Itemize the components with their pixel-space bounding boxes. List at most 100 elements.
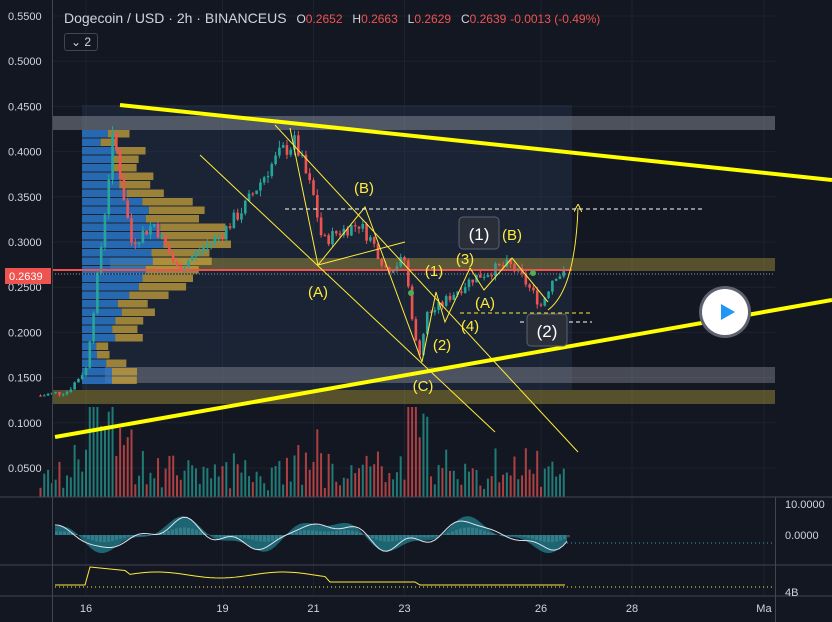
volume-bar bbox=[418, 437, 421, 497]
indicators-toggle[interactable]: ⌄ 2 bbox=[64, 33, 99, 51]
volume-bar bbox=[301, 484, 304, 497]
volume-bar bbox=[47, 469, 50, 497]
profile-bar-up bbox=[82, 206, 149, 214]
label-A2: (A) bbox=[475, 295, 495, 312]
lower-trendline[interactable] bbox=[54, 298, 832, 439]
time-tick: 21 bbox=[307, 603, 319, 615]
profile-bar-down bbox=[163, 240, 231, 248]
time-axis[interactable]: 16 19 21 23 26 28 Ma bbox=[80, 603, 773, 615]
volume-bar bbox=[551, 461, 554, 497]
support-band-2 bbox=[52, 390, 775, 404]
profile-bar-up bbox=[82, 189, 127, 197]
osc-tick: 10.0000 bbox=[785, 499, 825, 511]
candle bbox=[353, 225, 357, 227]
volume-bar bbox=[361, 464, 364, 497]
chevron-down-icon: ⌄ bbox=[71, 35, 82, 49]
candle bbox=[236, 212, 239, 220]
price-tick: 0.1500 bbox=[8, 373, 42, 385]
price-axis[interactable]: 0.5500 0.5000 0.4500 0.4000 0.3500 0.3000 0.25… bbox=[8, 11, 42, 475]
candle bbox=[88, 341, 92, 368]
profile-bar-down bbox=[148, 206, 205, 214]
candle bbox=[96, 272, 99, 313]
volume-bar bbox=[111, 407, 114, 497]
volume-bar bbox=[433, 484, 436, 497]
volume-bar bbox=[92, 407, 95, 497]
candle bbox=[497, 263, 501, 266]
volume-bar bbox=[369, 466, 372, 497]
candle bbox=[65, 391, 69, 395]
volume-bar bbox=[251, 482, 254, 497]
candle bbox=[300, 154, 304, 156]
volume-bar bbox=[134, 484, 137, 497]
profile-bar-down bbox=[119, 181, 151, 189]
candle bbox=[156, 224, 160, 238]
high-value: 0.2663 bbox=[361, 12, 398, 26]
candle bbox=[350, 225, 353, 236]
label-B2: (B) bbox=[502, 227, 522, 244]
oscillator-area bbox=[55, 516, 567, 554]
volume-bar bbox=[96, 407, 99, 497]
high-label: H bbox=[352, 12, 362, 26]
osc-tick: 0.0000 bbox=[785, 530, 819, 542]
candle bbox=[384, 265, 387, 268]
candle bbox=[391, 270, 395, 273]
candle bbox=[187, 260, 190, 268]
candle bbox=[501, 265, 505, 267]
profile-bar-down bbox=[120, 172, 154, 180]
volume-bar bbox=[263, 483, 266, 497]
symbol-name[interactable]: Dogecoin / USD bbox=[64, 10, 165, 26]
profile-bar-down bbox=[142, 198, 193, 206]
play-button[interactable] bbox=[702, 289, 748, 335]
volume-bar bbox=[191, 465, 194, 497]
oscillator-line bbox=[54, 516, 568, 552]
candle bbox=[327, 235, 330, 245]
volume-bar bbox=[103, 426, 106, 497]
profile-bar-down bbox=[112, 325, 138, 333]
profile-bar-up bbox=[82, 215, 146, 223]
candle bbox=[50, 392, 54, 394]
volume-bar bbox=[521, 475, 524, 497]
candles bbox=[39, 126, 566, 397]
candle bbox=[479, 274, 482, 278]
candle bbox=[312, 180, 315, 196]
volume-bar bbox=[536, 450, 539, 497]
profile-bar-up bbox=[82, 308, 122, 316]
profile-bar-up bbox=[82, 240, 164, 248]
current-price-tag bbox=[5, 268, 51, 284]
candle bbox=[232, 212, 236, 229]
volume-bar bbox=[293, 455, 296, 497]
candle bbox=[293, 135, 296, 150]
profile-bar-up bbox=[82, 249, 152, 257]
candle bbox=[58, 392, 61, 395]
profile-bar-down bbox=[142, 274, 193, 282]
volume-bar bbox=[323, 488, 326, 497]
time-tick: Ma bbox=[756, 603, 772, 615]
volume-bar bbox=[540, 486, 542, 497]
volume-bar bbox=[225, 462, 228, 497]
volume-bar bbox=[62, 487, 65, 497]
volume-bar bbox=[278, 460, 281, 497]
candle bbox=[266, 176, 270, 178]
upper-trendline[interactable] bbox=[119, 103, 832, 182]
candle bbox=[441, 301, 444, 306]
volume-bar bbox=[494, 448, 497, 497]
candle bbox=[221, 235, 224, 240]
candle bbox=[463, 287, 467, 293]
candle bbox=[202, 248, 205, 252]
volume-bar bbox=[460, 484, 463, 497]
volume-bar bbox=[66, 475, 69, 497]
candle bbox=[247, 193, 251, 201]
volume-bar bbox=[528, 469, 531, 497]
volume-bar bbox=[392, 479, 395, 497]
candle bbox=[46, 393, 50, 396]
candle bbox=[168, 244, 171, 255]
volume-bar bbox=[255, 471, 258, 497]
candle bbox=[92, 312, 95, 342]
profile-bar-up bbox=[82, 359, 107, 367]
time-tick: 16 bbox=[80, 603, 92, 615]
volume-bar bbox=[244, 460, 247, 497]
candle bbox=[111, 132, 114, 180]
profile-bar-up bbox=[82, 147, 117, 155]
symbol-legend: Dogecoin / USD · 2h · BINANCEUS O0.2652 … bbox=[64, 10, 601, 26]
